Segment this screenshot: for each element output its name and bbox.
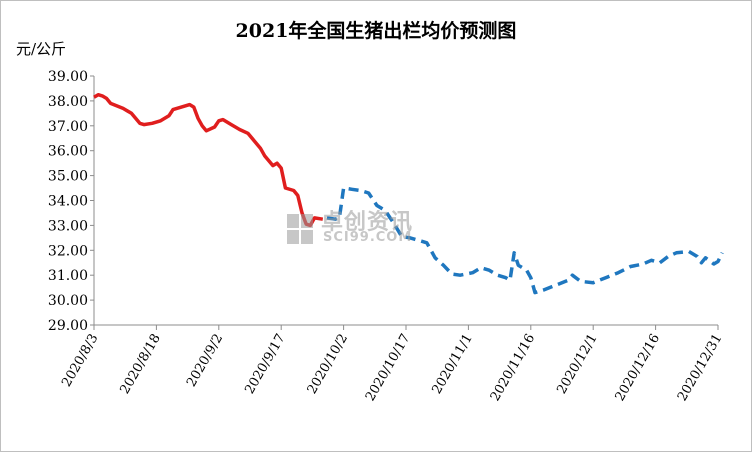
x-tick-label: 2020/12/31 — [675, 332, 725, 404]
forecast-series-line — [326, 186, 724, 295]
actual-series-line — [93, 92, 324, 228]
series-lines — [93, 92, 724, 295]
x-tick-label: 2020/9/17 — [242, 332, 288, 397]
x-tick-label: 2020/8/18 — [118, 332, 164, 397]
x-tick-label: 2020/10/2 — [305, 332, 351, 397]
y-tick-label: 29.00 — [48, 318, 88, 334]
x-tick-label: 2020/12/1 — [554, 332, 600, 397]
y-tick-label: 38.00 — [48, 94, 88, 110]
y-tick-label: 33.00 — [48, 218, 88, 234]
y-tick-labels: 29.00 30.00 31.00 32.00 33.00 34.00 35.00 36.00… — [48, 69, 88, 334]
y-tick-label: 31.00 — [48, 268, 88, 284]
x-tick-label: 2020/8/3 — [59, 332, 101, 390]
x-tick-labels: 2020/8/3 2020/8/18 2020/9/2 2020/9/17 2020/1… — [59, 332, 725, 404]
y-tick-label: 39.00 — [48, 69, 88, 85]
y-tick-label: 32.00 — [48, 243, 88, 259]
x-tick-label: 2020/12/16 — [613, 332, 663, 404]
y-tick-label: 37.00 — [48, 119, 88, 135]
axes — [90, 75, 719, 330]
y-tick-label: 35.00 — [48, 169, 88, 185]
watermark: 卓创资讯 SCI99.COM — [287, 206, 467, 250]
chart-title: 2021年全国生猪出栏均价预测图 — [235, 20, 517, 42]
watermark-text-cn: 卓创资讯 — [321, 210, 414, 235]
y-axis-unit-label: 元/公斤 — [16, 40, 67, 58]
y-tick-label: 36.00 — [48, 144, 88, 160]
y-tick-label: 34.00 — [48, 194, 88, 210]
x-tick-label: 2020/10/17 — [363, 332, 413, 404]
x-tick-label: 2020/9/2 — [184, 332, 226, 390]
x-tick-label: 2020/11/1 — [430, 332, 476, 397]
watermark-text-en: SCI99.COM — [323, 230, 413, 245]
x-tick-label: 2020/11/16 — [488, 332, 538, 404]
y-tick-label: 30.00 — [48, 293, 88, 309]
watermark-logo-icon — [287, 214, 313, 244]
